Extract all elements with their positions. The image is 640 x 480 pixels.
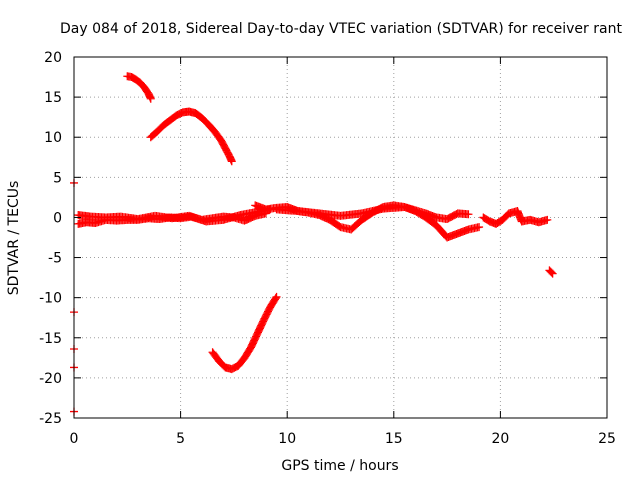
y-tick-label: 20 — [44, 50, 62, 66]
y-tick-label: 0 — [53, 210, 62, 226]
x-tick-label: 25 — [598, 431, 616, 447]
tick-layer — [73, 56, 608, 419]
x-tick-label: 0 — [70, 431, 79, 447]
data-point — [271, 294, 280, 303]
y-tick-label: 10 — [44, 130, 62, 146]
y-tick-label: -10 — [39, 291, 62, 307]
data-point — [272, 292, 281, 301]
y-axis-label: SDTVAR / TECUs — [6, 181, 22, 296]
y-tick-label: -25 — [39, 411, 62, 427]
series-baseline-middle-b — [272, 203, 473, 224]
x-tick-label: 10 — [278, 431, 296, 447]
data-point — [227, 157, 236, 166]
y-tick-label: 5 — [53, 170, 62, 186]
data-point — [543, 215, 552, 224]
series-baseline-right — [479, 207, 552, 228]
data-point — [475, 223, 484, 232]
data-point — [547, 268, 556, 277]
data-point — [146, 94, 155, 103]
chart-title: Day 084 of 2018, Sidereal Day-to-day VTE… — [60, 21, 622, 37]
y-tick-label: -15 — [39, 331, 62, 347]
y-tick-label: -5 — [48, 251, 62, 267]
series-arc-lower — [208, 292, 281, 374]
y-tick-label: 15 — [44, 90, 62, 106]
x-axis-label: GPS time / hours — [281, 458, 398, 474]
series-short-right — [545, 266, 557, 278]
data-point — [548, 269, 557, 278]
series-arc-upper-middle — [146, 107, 236, 166]
series-baseline-left-b — [74, 205, 275, 226]
plot-frame — [73, 56, 608, 419]
tick-label-layer: 0 5 10 15 20 25 -25 -20 -15 -10 -5 0 5 10 15 20 — [39, 50, 616, 447]
x-tick-label: 20 — [491, 431, 509, 447]
series-layer — [70, 72, 557, 416]
data-point — [464, 210, 473, 219]
series-arc-upper-left — [123, 72, 155, 103]
grid-layer — [74, 57, 607, 418]
x-tick-label: 5 — [176, 431, 185, 447]
x-tick-label: 15 — [385, 431, 403, 447]
y-tick-label: -20 — [39, 371, 62, 387]
